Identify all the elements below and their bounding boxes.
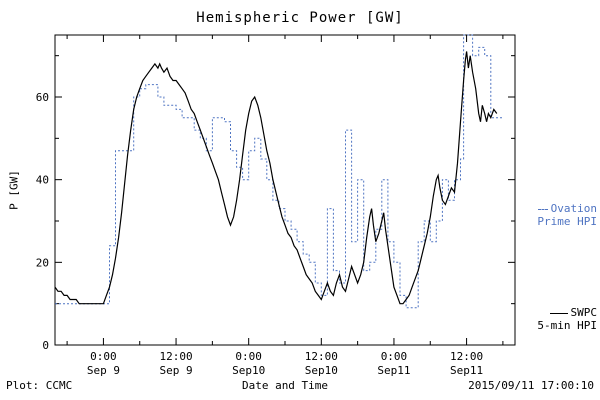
series-ovation-prime-hpi bbox=[55, 34, 503, 309]
x-tick-time: 12:00 bbox=[159, 350, 192, 363]
x-tick-date: Sep10 bbox=[232, 364, 265, 377]
x-tick-date: Sep11 bbox=[377, 364, 410, 377]
plot-credit: Plot: CCMC bbox=[6, 379, 73, 392]
ovation-line-sample-icon bbox=[537, 208, 548, 210]
x-axis-label: Date and Time bbox=[241, 379, 329, 392]
x-tick-time: 0:00 bbox=[235, 350, 262, 363]
timestamp: 2015/09/11 17:00:10 bbox=[468, 379, 594, 392]
x-tick-time: 12:00 bbox=[450, 350, 483, 363]
swpc-line-sample-icon bbox=[549, 312, 568, 314]
legend-swpc: SWPC 5-min HPI bbox=[537, 306, 597, 332]
x-tick-time: 12:00 bbox=[305, 350, 338, 363]
x-tick-date: Sep11 bbox=[450, 364, 483, 377]
x-tick-date: Sep10 bbox=[305, 364, 338, 377]
x-tick-date: Sep 9 bbox=[159, 364, 192, 377]
legend-ovation-label-2: Prime HPI bbox=[537, 215, 597, 228]
legend-swpc-label-1: SWPC bbox=[570, 306, 598, 319]
y-tick-label: 60 bbox=[36, 91, 49, 104]
y-tick-label: 40 bbox=[36, 174, 49, 187]
x-tick-time: 0:00 bbox=[90, 350, 117, 363]
series-swpc-5min-hpi bbox=[54, 51, 498, 305]
y-tick-label: 0 bbox=[42, 339, 49, 352]
legend-ovation: Ovation Prime HPI bbox=[537, 202, 597, 228]
chart-title: Hemispheric Power [GW] bbox=[196, 10, 404, 26]
legend-swpc-label-2: 5-min HPI bbox=[537, 319, 597, 332]
x-tick-time: 0:00 bbox=[381, 350, 408, 363]
x-tick-date: Sep 9 bbox=[87, 364, 120, 377]
y-tick-label: 20 bbox=[36, 256, 49, 269]
legend-ovation-label-1: Ovation bbox=[550, 202, 597, 215]
